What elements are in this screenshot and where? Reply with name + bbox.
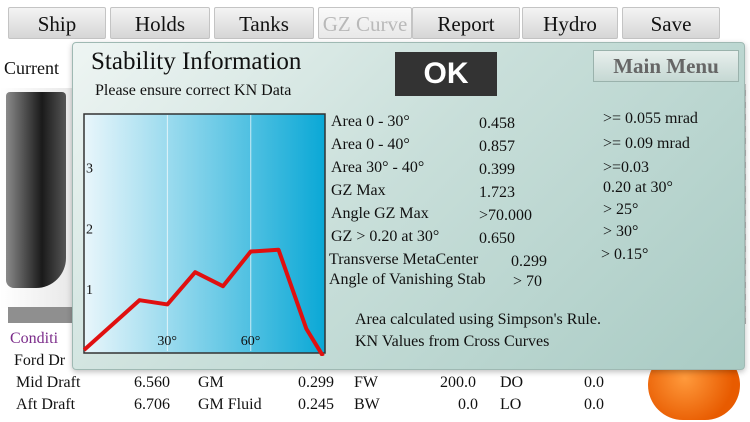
criterion-label: Angle GZ Max [331, 205, 429, 222]
main-menu-button[interactable]: Main Menu [593, 50, 739, 82]
criterion-label: GZ Max [331, 182, 386, 199]
row-label: Aft Draft [16, 396, 76, 413]
dialog-subtitle: Please ensure correct KN Data [95, 82, 292, 99]
dialog-title: Stability Information [91, 48, 302, 75]
tab-holds[interactable]: Holds [110, 7, 210, 39]
hull-scrollbar[interactable] [8, 307, 78, 323]
transverse-label: Transverse MetaCenter [329, 251, 479, 268]
row-label: BW [354, 396, 380, 413]
row-value: 6.706 [134, 396, 170, 413]
criterion-requirement: > 0.15° [601, 246, 649, 263]
y-tick-label: 3 [86, 162, 93, 177]
tab-gz-curve: GZ Curve [318, 7, 412, 39]
criterion-value: >70.000 [479, 207, 533, 224]
vanishing-label: Angle of Vanishing Stab [329, 271, 486, 288]
row-label: DO [500, 374, 524, 391]
row-value: 0.0 [584, 396, 604, 413]
criterion-requirement: 0.20 at 30° [603, 179, 673, 196]
tab-tanks[interactable]: Tanks [214, 7, 314, 39]
x-tick-label: 30° [157, 334, 177, 349]
table-row: Aft Draft 6.706 GM Fluid 0.245 BW 0.0 LO… [14, 396, 714, 418]
criterion-value: 0.458 [479, 115, 515, 132]
row-value: 0.0 [584, 374, 604, 391]
row-value: 0.0 [458, 396, 478, 413]
y-tick-label: 1 [86, 283, 93, 298]
gz-curve-chart: 30° 60° 1 2 3 [83, 113, 326, 356]
condition-label: Conditi [10, 330, 59, 347]
criterion-label: GZ > 0.20 at 30° [331, 228, 440, 245]
row-value: 200.0 [440, 374, 476, 391]
y-tick-label: 2 [86, 222, 93, 237]
criterion-value: 0.650 [479, 230, 515, 247]
current-label: Current [4, 58, 59, 78]
ok-button[interactable]: OK [395, 52, 497, 96]
row-label: GM [198, 374, 224, 391]
criterion-label: Area 0 - 30° [331, 113, 410, 130]
ship-hull-image [6, 92, 66, 288]
kn-note: KN Values from Cross Curves [355, 333, 550, 350]
tab-save[interactable]: Save [622, 7, 720, 39]
criterion-requirement: > 30° [603, 223, 639, 240]
table-row: Ford Dr [14, 352, 714, 374]
x-tick-label: 60° [241, 334, 261, 349]
simpson-note: Area calculated using Simpson's Rule. [355, 311, 601, 328]
criterion-requirement: >= 0.09 mrad [603, 135, 690, 152]
tab-hydro[interactable]: Hydro [522, 7, 618, 39]
row-value: 0.299 [298, 374, 334, 391]
vanishing-value: > 70 [513, 273, 543, 290]
criterion-value: 0.857 [479, 138, 515, 155]
top-tab-bar: Ship Holds Tanks GZ Curve Report Hydro S… [0, 0, 750, 44]
row-label: GM Fluid [198, 396, 262, 413]
criterion-requirement: > 25° [603, 201, 639, 218]
row-label: LO [500, 396, 522, 413]
tab-report[interactable]: Report [412, 7, 520, 39]
criterion-requirement: >=0.03 [603, 159, 650, 176]
criterion-requirement: >= 0.055 mrad [603, 110, 698, 127]
tab-ship[interactable]: Ship [8, 7, 106, 39]
row-label: FW [354, 374, 378, 391]
criterion-label: Area 0 - 40° [331, 136, 410, 153]
table-row: Mid Draft 6.560 GM 0.299 FW 200.0 DO 0.0 [14, 374, 714, 396]
criterion-label: Area 30° - 40° [331, 159, 425, 176]
row-value: 0.245 [298, 396, 334, 413]
transverse-value: 0.299 [511, 253, 547, 270]
criterion-value: 0.399 [479, 161, 515, 178]
row-label: Ford Dr [14, 352, 66, 369]
stability-dialog: Stability Information Please ensure corr… [72, 42, 745, 370]
row-value: 6.560 [134, 374, 170, 391]
criterion-value: 1.723 [479, 184, 515, 201]
row-label: Mid Draft [16, 374, 81, 391]
